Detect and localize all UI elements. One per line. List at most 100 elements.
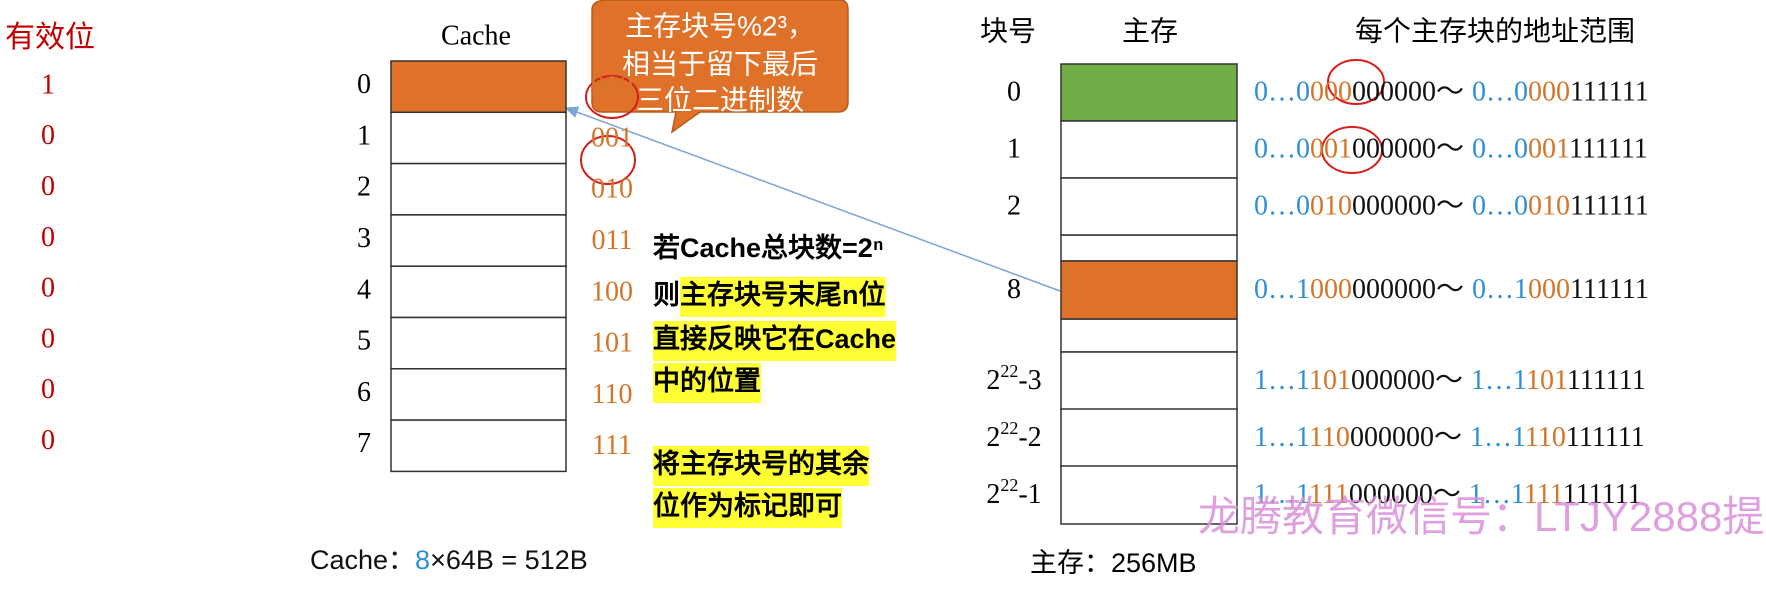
memory-block <box>1060 63 1238 122</box>
note-text: 中的位置 <box>653 365 761 396</box>
cache-summary-part: 8 <box>415 545 430 575</box>
cache-index: 4 <box>357 274 371 305</box>
valid-bit: 0 <box>41 425 55 456</box>
cache-bits: 111 <box>592 430 632 461</box>
address-part: 101 <box>1526 365 1567 396</box>
cache-summary: Cache：8×64B = 512B <box>310 545 588 575</box>
address-part: 000000 <box>1352 134 1436 165</box>
address-part: 0…0 <box>1472 77 1528 108</box>
circle-mark <box>585 75 639 119</box>
address-part: ～ <box>1436 77 1464 108</box>
memory-block <box>1060 465 1238 525</box>
address-part: 000000 <box>1352 77 1436 108</box>
address-part: 101 <box>1309 365 1350 396</box>
address-part: ～ <box>1436 274 1464 305</box>
note-text: 若Cache总块数=2ⁿ <box>653 233 884 263</box>
valid-bit: 1 <box>41 69 55 100</box>
block-label-base: 2 <box>986 422 1000 453</box>
cache-bits: 010 <box>591 174 633 205</box>
cache-block <box>390 111 567 165</box>
address-part: 1…1 <box>1470 422 1525 453</box>
block-label: 2 <box>1007 191 1021 222</box>
note-text: 则 <box>653 280 680 310</box>
cache-bits: 101 <box>591 328 633 359</box>
watermark: 龙腾教育微信号：LTJY2888提 <box>1198 493 1764 540</box>
address-part: 001 <box>1310 134 1352 165</box>
valid-bit-header: 有效位 <box>5 21 95 54</box>
address-part: ～ <box>1436 191 1464 222</box>
address-part: 111111 <box>1570 191 1649 222</box>
address-part: 0…0 <box>1472 134 1528 165</box>
cache-bits: 100 <box>591 276 633 307</box>
address-part: 0…0 <box>1472 191 1528 222</box>
valid-bit: 0 <box>41 374 55 405</box>
block-label-suffix: -1 <box>1018 479 1041 510</box>
cache-summary-part: Cache： <box>310 545 415 575</box>
address-part: 0…1 <box>1254 274 1310 305</box>
address-range: 0…0010000000～ 0…0010111111 <box>1254 191 1649 222</box>
memory-block <box>1060 408 1238 468</box>
address-range: 0…0001000000～ 0…0001111111 <box>1254 134 1648 165</box>
address-part: 010 <box>1528 191 1570 222</box>
address-part: 001 <box>1528 134 1569 165</box>
memory-summary: 主存：256MB <box>1030 548 1197 578</box>
valid-bit: 0 <box>41 222 55 253</box>
mapping-arrow <box>564 106 1061 292</box>
cache-bits: 011 <box>592 225 633 256</box>
block-label-exp: 22 <box>1000 475 1018 495</box>
note-text: 直接反映它在Cache <box>653 323 896 354</box>
valid-bit: 0 <box>41 120 55 151</box>
block-label-base: 2 <box>986 479 1000 510</box>
address-part: 000 <box>1310 274 1352 305</box>
block-label: 222-1 <box>986 475 1041 510</box>
memory-block <box>1060 177 1238 236</box>
block-label-base: 1 <box>1007 134 1021 165</box>
address-part: 0…0 <box>1254 191 1310 222</box>
cache-index: 5 <box>357 326 371 357</box>
address-part: 000000 <box>1352 274 1436 305</box>
block-label-suffix: -3 <box>1018 365 1041 396</box>
valid-bit: 0 <box>41 171 55 202</box>
cache-block <box>390 265 567 319</box>
address-range: 1…1111000000～ 1…1111111111 <box>1254 479 1642 510</box>
highlight <box>653 488 842 528</box>
address-part: 111111 <box>1570 274 1649 305</box>
address-range: 1…1101000000～ 1…1101111111 <box>1254 365 1646 396</box>
address-part: 111111 <box>1570 77 1649 108</box>
cache-bits: 000 <box>591 71 633 102</box>
cache-block <box>390 162 567 216</box>
circle-mark <box>1321 126 1383 174</box>
block-label: 1 <box>1007 134 1021 165</box>
block-label-suffix: -2 <box>1018 422 1041 453</box>
highlight <box>653 321 897 361</box>
address-part: 000 <box>1528 77 1570 108</box>
address-part: 1…1 <box>1471 365 1526 396</box>
memory-gap <box>1060 234 1238 262</box>
cache-block <box>390 368 567 421</box>
cache-index: 2 <box>357 172 371 203</box>
cache-block <box>390 214 567 267</box>
address-range: 0…0000000000～ 0…0000111111 <box>1254 77 1649 108</box>
address-part: ～ <box>1434 422 1462 453</box>
address-part: 111111 <box>1563 479 1641 510</box>
address-part: 0…0 <box>1254 77 1310 108</box>
address-part: 111111 <box>1570 134 1648 165</box>
cache-title: Cache <box>441 20 511 51</box>
highlight <box>680 277 886 317</box>
cache-index: 0 <box>357 69 371 100</box>
address-part: 110 <box>1309 422 1349 453</box>
address-part: 000000 <box>1350 422 1434 453</box>
block-label: 0 <box>1007 77 1021 108</box>
block-label-base: 0 <box>1007 77 1021 108</box>
note-text: 将主存块号的其余 <box>653 448 870 479</box>
block-label-base: 2 <box>1007 191 1021 222</box>
note-text: 主存块号末尾n位 <box>680 279 886 310</box>
cache-index: 6 <box>357 377 371 408</box>
address-part: ～ <box>1436 134 1464 165</box>
cache-block <box>390 316 567 370</box>
address-part: 1…1 <box>1254 422 1309 453</box>
callout-line: 相当于留下最后 <box>622 48 818 79</box>
address-part: 1…1 <box>1254 365 1309 396</box>
address-range: 1…1110000000～ 1…1110111111 <box>1254 422 1645 453</box>
